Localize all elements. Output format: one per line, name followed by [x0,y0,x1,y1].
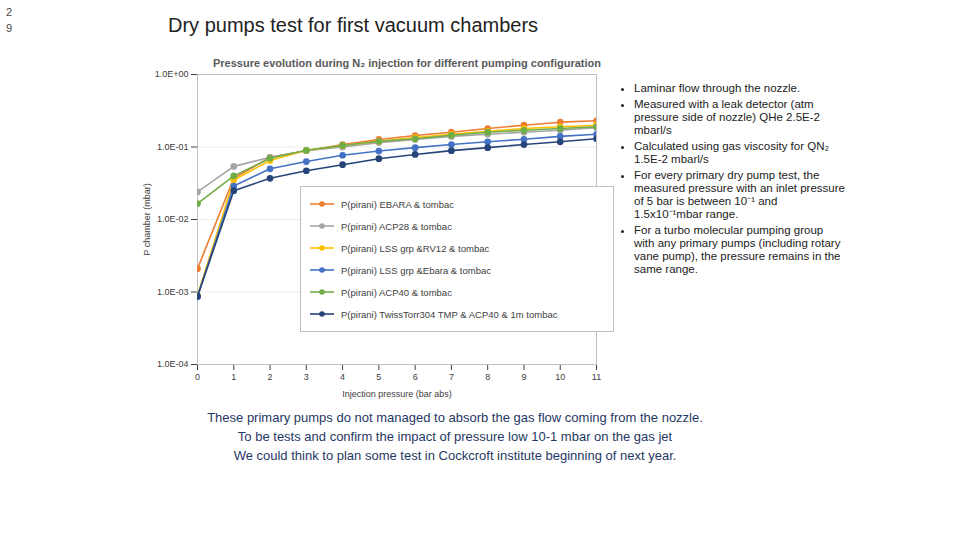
svg-text:1.0E-01: 1.0E-01 [157,142,189,152]
svg-text:0: 0 [195,372,200,382]
html-text:To be tests and confirm the im: To be tests and confirm the impact of pr… [237,429,673,444]
html-text:P(pirani) ACP40 & tombac: P(pirani) ACP40 & tombac [341,286,452,298]
svg-text:1.0E-03: 1.0E-03 [157,287,189,297]
html-text:Measured with a leak detector: Measured with a leak detector (atm press… [634,98,820,136]
html-text:Pressure evolution during N₂ i: Pressure evolution during N₂ injection f… [213,57,601,69]
html-text:Dry pumps test for first vacuu: Dry pumps test for first vacuum chambers [168,14,539,36]
svg-text:Injection pressure (bar abs): Injection pressure (bar abs) [342,389,452,399]
html-text:Laminar flow through the nozzl: Laminar flow through the nozzle. [634,82,801,94]
svg-text:11: 11 [592,372,601,382]
html-text:P(pirani) EBARA & tombac: P(pirani) EBARA & tombac [341,198,454,210]
html-text:We could think to plan some te: We could think to plan some test in Cock… [233,448,677,463]
svg-text:4: 4 [340,372,345,382]
svg-text:2: 2 [268,372,273,382]
svg-text:9: 9 [521,372,526,382]
html-text:These primary pumps do not man: These primary pumps do not managed to ab… [207,410,703,425]
svg-text:8: 8 [485,372,490,382]
svg-text:1: 1 [231,372,236,382]
svg-text:P chamber (mbar): P chamber (mbar) [142,183,152,255]
svg-text:6: 6 [413,372,418,382]
html-text:29: 29 [6,6,13,34]
html-text:P(pirani) LSS grp &RV12 & tomb: P(pirani) LSS grp &RV12 & tombac [341,242,490,254]
svg-text:1.0E-04: 1.0E-04 [157,359,189,369]
html-text:P(pirani) TwissTorr304 TMP & A: P(pirani) TwissTorr304 TMP & ACP40 & 1m … [341,308,558,320]
html-text:For a turbo molecular pumping: For a turbo molecular pumping group with… [634,224,841,275]
html-text:Calculated using gas viscosity: Calculated using gas viscosity for QN₂ 1… [634,140,829,165]
svg-text:1.0E-02: 1.0E-02 [157,214,189,224]
html-text:P(pirani) LSS grp &Ebara & tom: P(pirani) LSS grp &Ebara & tombac [341,264,491,276]
svg-text:5: 5 [376,372,381,382]
svg-text:3: 3 [304,372,309,382]
svg-text:1.0E+00: 1.0E+00 [155,69,189,79]
html-text:P(pirani) ACP28 & tombac: P(pirani) ACP28 & tombac [341,220,452,232]
svg-text:7: 7 [449,372,454,382]
html-text:For every primary dry pump tes: For every primary dry pump test, the mea… [634,169,845,220]
svg-text:10: 10 [555,372,565,382]
